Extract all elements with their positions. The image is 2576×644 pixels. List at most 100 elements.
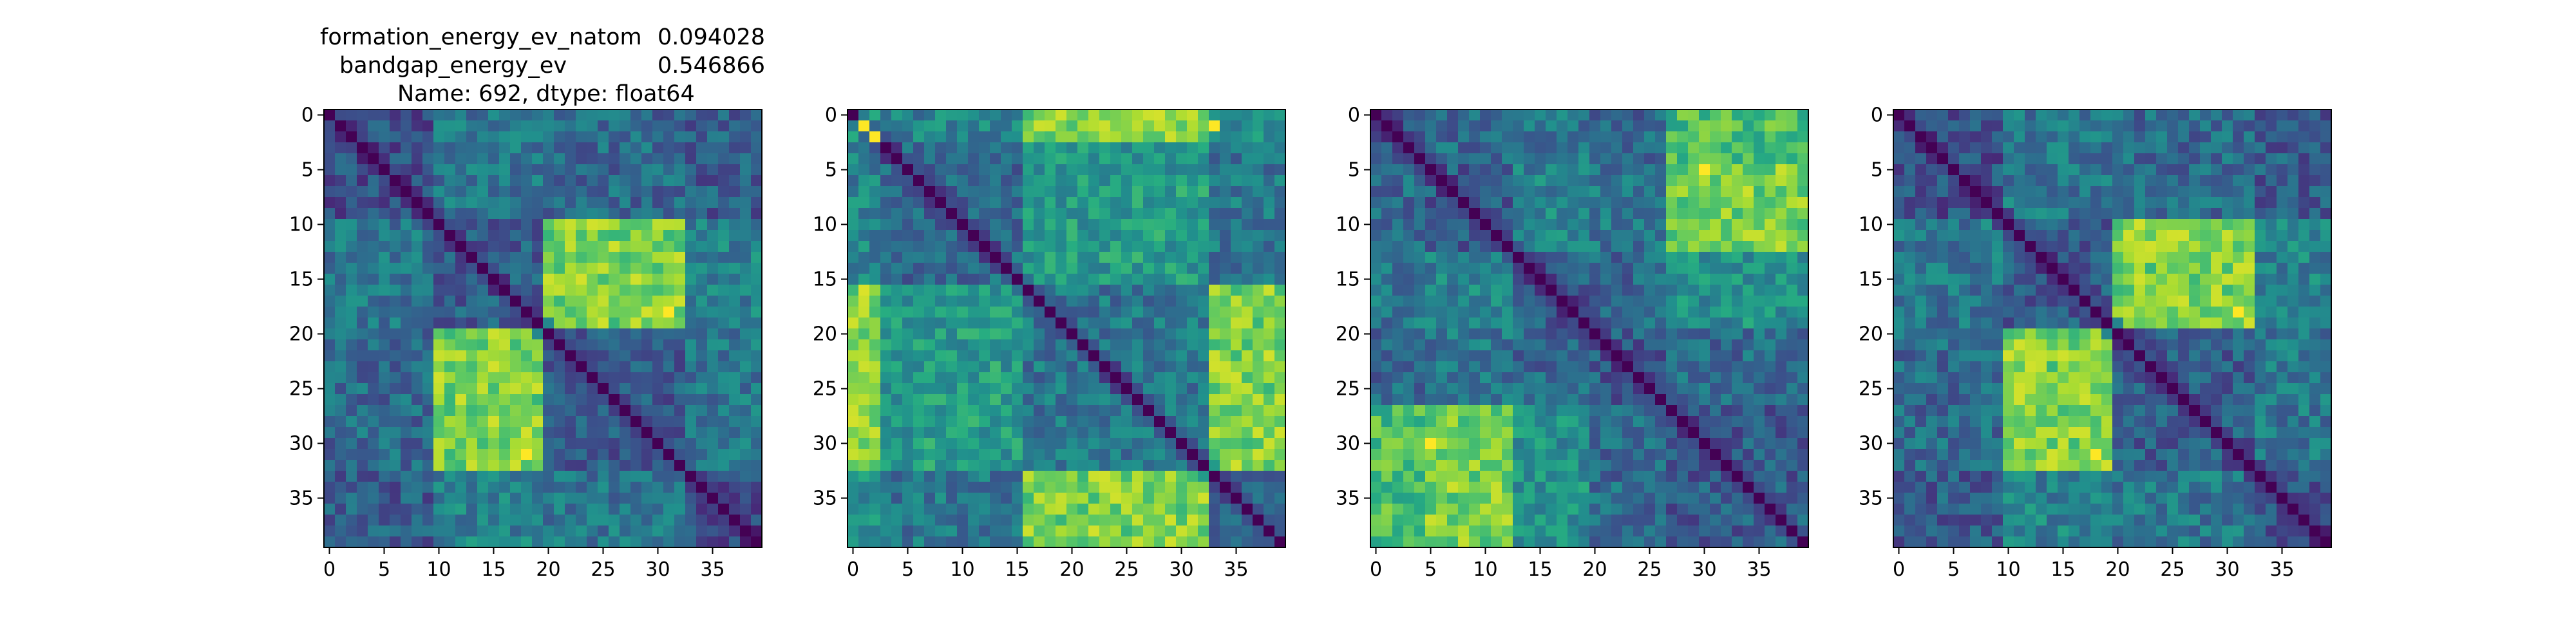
heatmap-cell xyxy=(368,493,379,504)
heatmap-cell xyxy=(1502,186,1513,198)
heatmap-cell xyxy=(1154,153,1166,165)
heatmap-cell xyxy=(1502,394,1513,406)
heatmap-cell xyxy=(924,394,936,406)
heatmap-cell xyxy=(1370,186,1382,198)
heatmap-cell xyxy=(1699,515,1710,526)
heatmap-cell xyxy=(1589,186,1601,198)
heatmap-cell xyxy=(543,394,554,406)
heatmap-cell xyxy=(891,482,903,493)
heatmap-cell xyxy=(1797,296,1809,307)
heatmap-cell xyxy=(412,350,423,362)
heatmap-cell xyxy=(663,230,675,242)
heatmap-cell xyxy=(324,296,336,307)
heatmap-cell xyxy=(1099,296,1111,307)
heatmap-cell xyxy=(1502,515,1513,526)
heatmap-cell xyxy=(1524,493,1535,504)
heatmap-cell xyxy=(1655,536,1667,548)
heatmap-cell xyxy=(1425,153,1437,165)
heatmap-cell xyxy=(902,186,914,198)
heatmap-cell xyxy=(357,372,368,384)
heatmap-cell xyxy=(1655,339,1667,351)
heatmap-cell xyxy=(521,175,533,187)
heatmap-cell xyxy=(1176,361,1188,373)
heatmap-cell xyxy=(1077,186,1089,198)
heatmap-cell xyxy=(401,317,412,329)
heatmap-cell xyxy=(1677,219,1689,231)
heatmap-cell xyxy=(1611,328,1623,340)
heatmap-cell xyxy=(1187,383,1198,395)
heatmap-cell xyxy=(324,120,336,132)
heatmap-cell xyxy=(1524,339,1535,351)
heatmap-cell xyxy=(891,142,903,154)
heatmap-cell xyxy=(1274,416,1286,428)
heatmap-cell xyxy=(1513,208,1524,220)
heatmap-cell xyxy=(1165,142,1177,154)
heatmap-cell xyxy=(663,504,675,515)
heatmap-cell xyxy=(652,317,664,329)
heatmap-cell xyxy=(598,252,609,263)
heatmap-cell xyxy=(1666,361,1678,373)
heatmap-cell xyxy=(652,526,664,537)
heatmap-cell xyxy=(1392,274,1404,285)
heatmap-cell xyxy=(1666,449,1678,460)
heatmap-cell xyxy=(1557,416,1568,428)
heatmap-cell xyxy=(1436,296,1448,307)
heatmap-cell xyxy=(1710,274,1721,285)
heatmap-cell xyxy=(576,471,587,482)
heatmap-cell xyxy=(1721,120,1732,132)
heatmap-cell xyxy=(532,109,544,121)
heatmap-cell xyxy=(1034,361,1045,373)
heatmap-cell xyxy=(1414,471,1426,482)
heatmap-cell xyxy=(444,186,456,198)
heatmap-cell xyxy=(1209,197,1220,209)
heatmap-cell xyxy=(576,175,587,187)
heatmap-cell xyxy=(543,142,554,154)
heatmap-cell xyxy=(357,394,368,406)
heatmap-cell xyxy=(1513,263,1524,274)
heatmap-cell xyxy=(858,350,870,362)
heatmap-cell xyxy=(1513,142,1524,154)
heatmap-cell xyxy=(935,164,947,176)
heatmap-cell xyxy=(1589,164,1601,176)
heatmap-cell xyxy=(1274,339,1286,351)
heatmap-cell xyxy=(946,197,958,209)
heatmap-cell xyxy=(1242,460,1253,471)
heatmap-cell xyxy=(609,175,620,187)
heatmap-cell xyxy=(587,449,598,460)
heatmap-cell xyxy=(499,186,511,198)
heatmap-cell xyxy=(968,383,980,395)
heatmap-cell xyxy=(1710,252,1721,263)
heatmap-cell xyxy=(1797,372,1809,384)
heatmap-cell xyxy=(1546,109,1557,121)
heatmap-cell xyxy=(674,164,686,176)
heatmap-cell xyxy=(1600,471,1612,482)
heatmap-cell xyxy=(576,197,587,209)
heatmap-cell xyxy=(1765,109,1776,121)
heatmap-cell xyxy=(1403,515,1415,526)
heatmap-cell xyxy=(1220,536,1231,548)
heatmap-cell xyxy=(1253,482,1264,493)
heatmap-cell xyxy=(1578,471,1590,482)
heatmap-cell xyxy=(510,153,522,165)
heatmap-cell xyxy=(848,175,859,187)
heatmap-cell xyxy=(379,449,390,460)
heatmap-cell xyxy=(1099,383,1111,395)
heatmap-cell xyxy=(663,285,675,296)
heatmap-cell xyxy=(357,416,368,428)
heatmap-cell xyxy=(1557,471,1568,482)
axes-frame xyxy=(847,109,1286,548)
heatmap-cell xyxy=(1274,536,1286,548)
heatmap-cell xyxy=(1253,526,1264,537)
heatmap-cell xyxy=(532,383,544,395)
heatmap-cell xyxy=(368,307,379,318)
heatmap-cell xyxy=(1253,317,1264,329)
heatmap-cell xyxy=(1611,515,1623,526)
heatmap-cell xyxy=(663,471,675,482)
heatmap-cell xyxy=(1165,164,1177,176)
heatmap-cell xyxy=(1776,449,1787,460)
heatmap-cell xyxy=(1403,339,1415,351)
heatmap-cell xyxy=(1666,438,1678,450)
heatmap-cell xyxy=(1088,405,1100,417)
heatmap-cell xyxy=(957,186,969,198)
heatmap-cell xyxy=(620,317,631,329)
